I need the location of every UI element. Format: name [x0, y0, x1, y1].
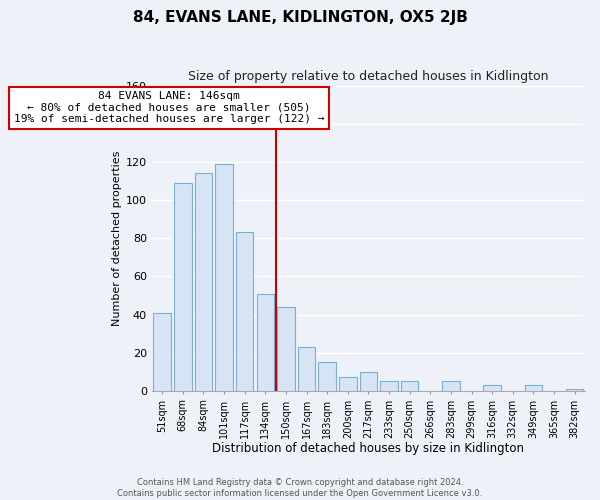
- Bar: [154, 312, 171, 391]
- Bar: [339, 378, 356, 391]
- Title: Size of property relative to detached houses in Kidlington: Size of property relative to detached ho…: [188, 70, 548, 83]
- Bar: [194, 174, 212, 391]
- Bar: [401, 382, 418, 391]
- Bar: [359, 372, 377, 391]
- Bar: [215, 164, 233, 391]
- Y-axis label: Number of detached properties: Number of detached properties: [112, 150, 122, 326]
- Text: 84 EVANS LANE: 146sqm
← 80% of detached houses are smaller (505)
19% of semi-det: 84 EVANS LANE: 146sqm ← 80% of detached …: [14, 92, 324, 124]
- Bar: [298, 347, 316, 391]
- Bar: [524, 385, 542, 391]
- Bar: [174, 183, 191, 391]
- Bar: [566, 389, 583, 391]
- Text: Contains HM Land Registry data © Crown copyright and database right 2024.
Contai: Contains HM Land Registry data © Crown c…: [118, 478, 482, 498]
- X-axis label: Distribution of detached houses by size in Kidlington: Distribution of detached houses by size …: [212, 442, 524, 455]
- Bar: [380, 382, 398, 391]
- Text: 84, EVANS LANE, KIDLINGTON, OX5 2JB: 84, EVANS LANE, KIDLINGTON, OX5 2JB: [133, 10, 467, 25]
- Bar: [277, 307, 295, 391]
- Bar: [257, 294, 274, 391]
- Bar: [319, 362, 336, 391]
- Bar: [442, 382, 460, 391]
- Bar: [236, 232, 253, 391]
- Bar: [484, 385, 501, 391]
